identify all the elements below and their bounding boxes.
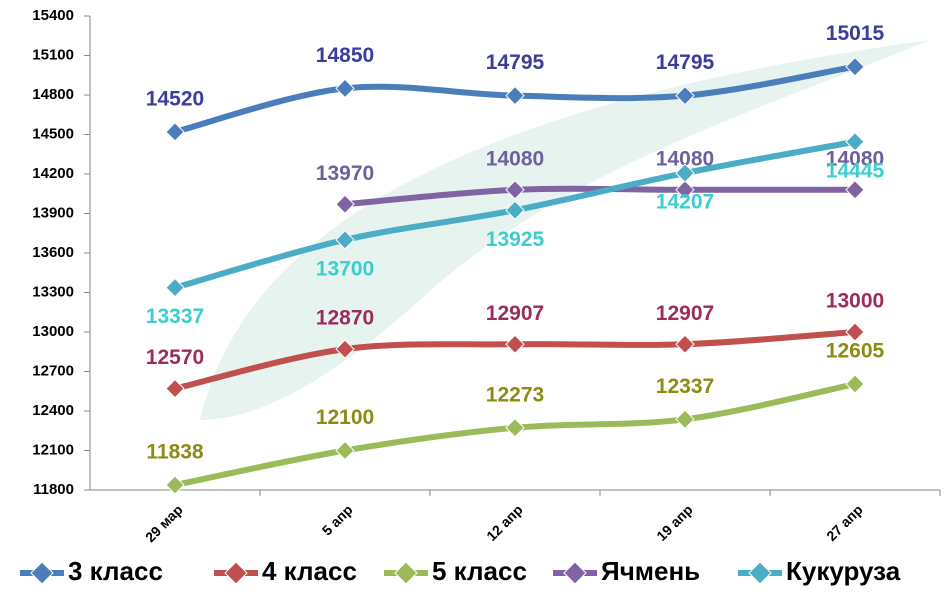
- point-marker: [166, 279, 184, 297]
- x-tick-label: 27 апр: [823, 501, 866, 544]
- point-marker: [846, 181, 864, 199]
- y-tick-label: 12100: [32, 441, 74, 458]
- legend-label: Кукуруза: [786, 556, 901, 586]
- data-label: 13970: [316, 162, 374, 185]
- x-tick-label: 29 мар: [142, 501, 186, 545]
- point-marker: [166, 476, 184, 494]
- x-tick-label: 5 апр: [319, 501, 356, 538]
- data-label: 13000: [826, 290, 884, 313]
- y-tick-label: 13600: [32, 244, 74, 261]
- data-label: 11838: [146, 441, 204, 464]
- data-label: 12273: [486, 383, 544, 406]
- data-label: 12100: [316, 406, 374, 429]
- point-marker: [846, 323, 864, 341]
- point-marker: [676, 410, 694, 428]
- y-tick-label: 13000: [32, 323, 74, 340]
- legend-marker: [395, 562, 417, 584]
- data-label: 12605: [826, 340, 885, 363]
- point-marker: [336, 79, 354, 97]
- legend-label: 5 класс: [432, 556, 527, 586]
- point-marker: [676, 335, 694, 353]
- data-label: 13700: [316, 257, 374, 280]
- data-label: 14445: [826, 159, 885, 182]
- legend-marker: [749, 562, 771, 584]
- y-tick-label: 15100: [32, 46, 74, 63]
- data-label: 12907: [486, 302, 544, 325]
- data-label: 12570: [146, 346, 204, 369]
- data-label: 14850: [316, 44, 374, 67]
- point-marker: [846, 375, 864, 393]
- legend-label: 3 класс: [68, 556, 163, 586]
- data-label: 15015: [826, 22, 885, 45]
- y-tick-label: 14500: [32, 125, 74, 142]
- legend-marker: [564, 562, 586, 584]
- point-marker: [166, 380, 184, 398]
- data-label: 14795: [656, 51, 715, 74]
- data-label: 14795: [486, 51, 545, 74]
- data-label: 12870: [316, 307, 374, 330]
- data-label: 13337: [146, 305, 204, 328]
- y-tick-label: 14800: [32, 86, 74, 103]
- data-label: 12907: [656, 302, 714, 325]
- point-marker: [166, 123, 184, 141]
- point-marker: [506, 335, 524, 353]
- y-tick-label: 11800: [33, 481, 74, 498]
- x-tick-label: 19 апр: [653, 501, 696, 544]
- data-label: 13925: [486, 228, 545, 251]
- chart: 11800 12100 12400 12700 13000 13300 13600 13900…: [0, 0, 947, 595]
- data-label: 14520: [146, 87, 204, 110]
- point-marker: [336, 442, 354, 460]
- y-tick-label: 13300: [32, 283, 74, 300]
- y-tick-label: 12700: [32, 362, 74, 379]
- x-tick-label: 12 апр: [483, 501, 526, 544]
- data-label: 14207: [656, 191, 714, 214]
- legend-marker: [225, 562, 247, 584]
- data-label: 14080: [486, 147, 544, 170]
- y-tick-label: 12400: [32, 402, 74, 419]
- y-tick-label: 14200: [32, 165, 74, 182]
- point-marker: [506, 87, 524, 105]
- data-label: 12337: [656, 375, 714, 398]
- legend-marker: [31, 562, 53, 584]
- point-marker: [506, 419, 524, 437]
- legend-label: Ячмень: [601, 556, 700, 586]
- point-marker: [336, 195, 354, 213]
- legend-label: 4 класс: [262, 556, 357, 586]
- y-tick-label: 13900: [32, 204, 74, 221]
- y-tick-label: 15400: [32, 7, 74, 24]
